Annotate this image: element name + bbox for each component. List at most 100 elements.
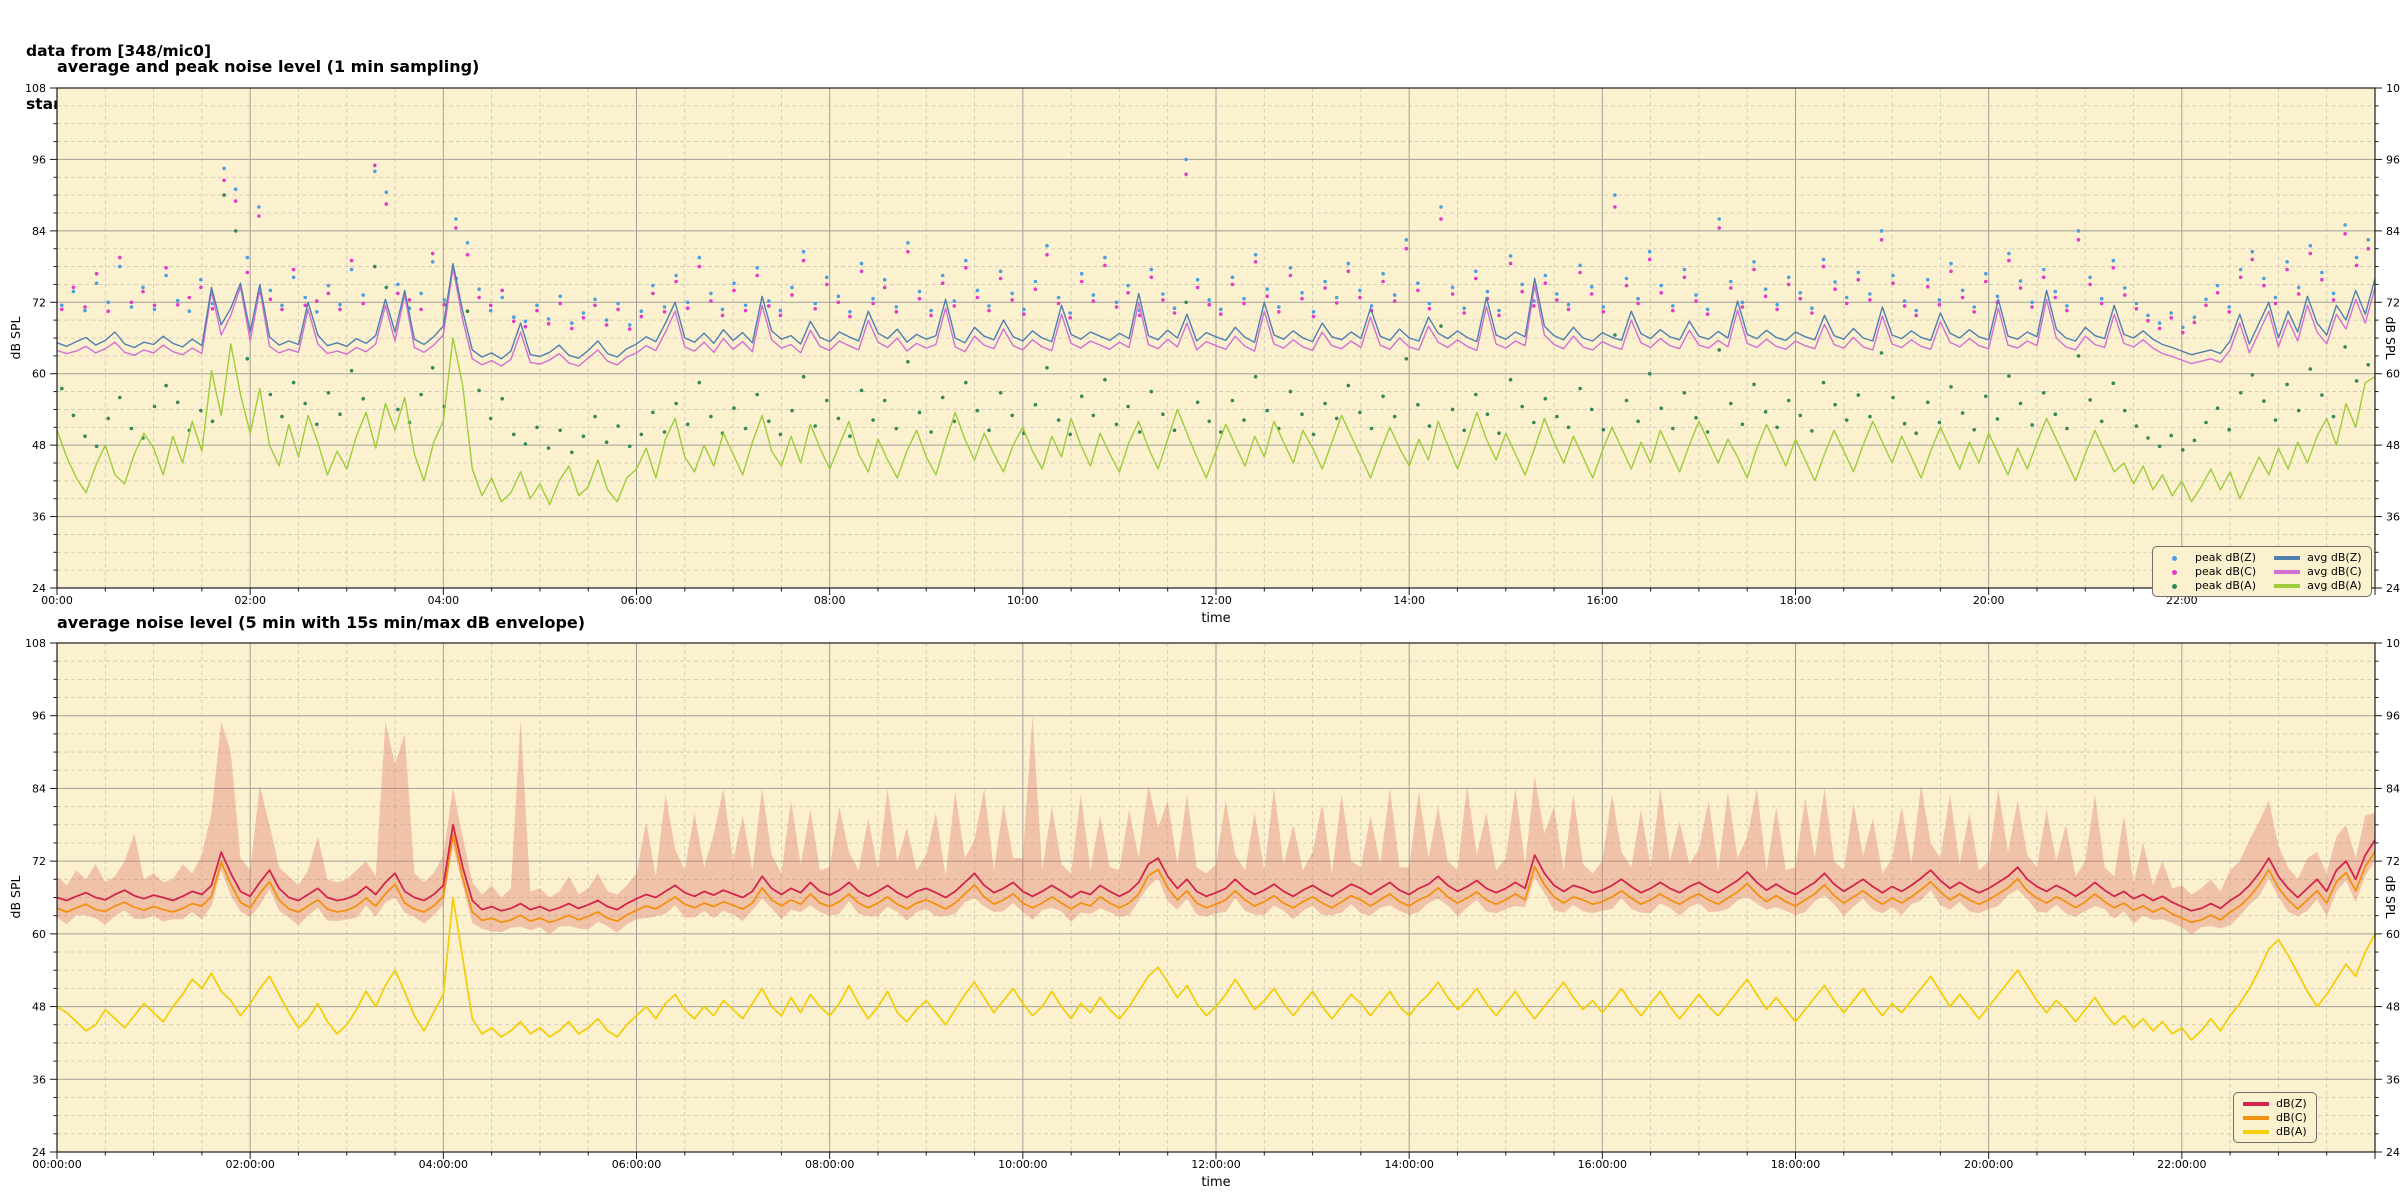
y-tick-label-left: 48 (32, 439, 46, 452)
chart1-y-axis-label-left: dB SPL (8, 316, 23, 360)
chart2-y-axis-label-left: dB SPL (8, 875, 23, 919)
x-tick-label: 14:00:00 (1384, 1158, 1433, 1171)
y-tick-label-right: 36 (2386, 1073, 2400, 1086)
x-tick-label: 08:00:00 (805, 1158, 854, 1171)
x-tick-label: 02:00 (234, 594, 266, 607)
legend-dot-marker (2162, 553, 2188, 563)
legend-item-db-z-: dB(Z) (2243, 1097, 2307, 1110)
legend-dot-marker (2162, 567, 2188, 577)
line-db-c- (57, 833, 2375, 924)
y-tick-label-left: 36 (32, 1073, 46, 1086)
x-tick-label: 04:00:00 (419, 1158, 468, 1171)
y-tick-label-left: 60 (32, 368, 46, 381)
y-tick-label-right: 108 (2386, 637, 2400, 650)
line-avg-db-z- (57, 262, 2375, 360)
legend-item-avg-db-z-: avg dB(Z) (2274, 551, 2362, 564)
chart2-title: average noise level (5 min with 15s min/… (57, 613, 586, 632)
chart1-title: average and peak noise level (1 min samp… (57, 57, 480, 76)
y-tick-label-left: 60 (32, 928, 46, 941)
legend-item-avg-db-c-: avg dB(C) (2274, 565, 2362, 578)
legend-item-peak-db-c-: peak dB(C) (2162, 565, 2256, 578)
legend-item-peak-db-a-: peak dB(A) (2162, 579, 2256, 592)
y-tick-label-right: 24 (2386, 1146, 2400, 1159)
y-tick-label-right: 60 (2386, 928, 2400, 941)
x-tick-label: 02:00:00 (225, 1158, 274, 1171)
x-tick-label: 16:00 (1586, 594, 1618, 607)
x-tick-label: 12:00:00 (1191, 1158, 1240, 1171)
y-tick-label-right: 60 (2386, 368, 2400, 381)
legend-line-marker (2243, 1113, 2269, 1123)
minmax-envelope (57, 715, 2375, 935)
y-tick-label-right: 96 (2386, 710, 2400, 723)
scatter-peak-db-z- (60, 157, 2370, 330)
legend-label: avg dB(A) (2307, 579, 2362, 592)
chart1-x-axis-label: time (1201, 611, 1231, 626)
legend-label: dB(C) (2276, 1111, 2307, 1124)
x-tick-label: 18:00:00 (1771, 1158, 1820, 1171)
chart2-legend: dB(Z) dB(C) dB(A) (2233, 1092, 2317, 1143)
x-tick-label: 22:00 (2166, 594, 2198, 607)
legend-line-marker (2243, 1127, 2269, 1137)
y-tick-label-left: 36 (32, 511, 46, 524)
y-tick-label-right: 48 (2386, 1001, 2400, 1014)
y-tick-label-right: 84 (2386, 225, 2400, 238)
y-tick-label-right: 96 (2386, 153, 2400, 166)
legend-label: peak dB(Z) (2195, 551, 2257, 564)
y-tick-label-right: 48 (2386, 439, 2400, 452)
x-tick-label: 20:00:00 (1964, 1158, 2013, 1171)
x-tick-label: 12:00 (1200, 594, 1232, 607)
chart-1-plot: 00:00 02:00 04:00 06:00 08:00 10:00 12:00 14:00… (25, 82, 2400, 607)
x-tick-label: 08:00 (814, 594, 846, 607)
legend-label: avg dB(Z) (2307, 551, 2362, 564)
line-db-a- (57, 896, 2375, 1041)
x-tick-label: 14:00 (1393, 594, 1425, 607)
chart2-y-axis-label-right: dB SPL (2383, 875, 2398, 919)
chart2-x-axis-label: time (1201, 1175, 1231, 1190)
legend-line-marker (2274, 567, 2301, 577)
legend-item-peak-db-z-: peak dB(Z) (2162, 551, 2256, 564)
header-data-source: data from [348/mic0] (26, 42, 212, 60)
line-avg-db-c- (57, 267, 2375, 367)
y-tick-label-right: 108 (2386, 82, 2400, 95)
y-tick-label-left: 72 (32, 855, 46, 868)
y-tick-label-left: 24 (32, 1146, 46, 1159)
legend-label: avg dB(C) (2307, 565, 2362, 578)
y-tick-label-left: 24 (32, 582, 46, 595)
x-tick-label: 20:00 (1973, 594, 2005, 607)
line-avg-db-a- (57, 337, 2375, 506)
legend-line-marker (2274, 553, 2301, 563)
x-tick-label: 10:00:00 (998, 1158, 1047, 1171)
y-tick-label-right: 84 (2386, 782, 2400, 795)
y-tick-label-left: 108 (25, 637, 46, 650)
y-tick-label-left: 96 (32, 153, 46, 166)
line-db-z- (57, 823, 2375, 912)
x-tick-label: 00:00:00 (32, 1158, 81, 1171)
legend-line-marker (2274, 581, 2301, 591)
x-tick-label: 10:00 (1007, 594, 1039, 607)
x-tick-label: 04:00 (427, 594, 459, 607)
y-tick-label-left: 96 (32, 710, 46, 723)
legend-label: dB(A) (2276, 1125, 2307, 1138)
y-tick-label-left: 84 (32, 225, 46, 238)
legend-label: dB(Z) (2276, 1097, 2307, 1110)
chart-2-plot: 00:00:00 02:00:00 04:00:00 06:00:00 08:00:00… (25, 637, 2400, 1171)
legend-label: peak dB(C) (2195, 565, 2257, 578)
legend-label: peak dB(A) (2195, 579, 2256, 592)
x-tick-label: 06:00:00 (612, 1158, 661, 1171)
y-tick-label-left: 72 (32, 296, 46, 309)
x-tick-label: 18:00 (1780, 594, 1812, 607)
y-tick-label-left: 48 (32, 1001, 46, 1014)
y-tick-label-right: 36 (2386, 511, 2400, 524)
x-tick-label: 00:00 (41, 594, 73, 607)
scatter-peak-db-a- (60, 193, 2370, 455)
y-tick-label-right: 72 (2386, 296, 2400, 309)
chart1-y-axis-label-right: dB SPL (2383, 316, 2398, 360)
chart1-legend: peak dB(Z) peak dB(C) peak dB(A) avg dB(Z) a… (2152, 546, 2372, 597)
legend-line-marker (2243, 1099, 2269, 1109)
y-tick-label-right: 24 (2386, 582, 2400, 595)
y-tick-label-right: 72 (2386, 855, 2400, 868)
y-tick-label-left: 84 (32, 782, 46, 795)
x-tick-label: 06:00 (621, 594, 653, 607)
legend-item-db-a-: dB(A) (2243, 1125, 2307, 1138)
